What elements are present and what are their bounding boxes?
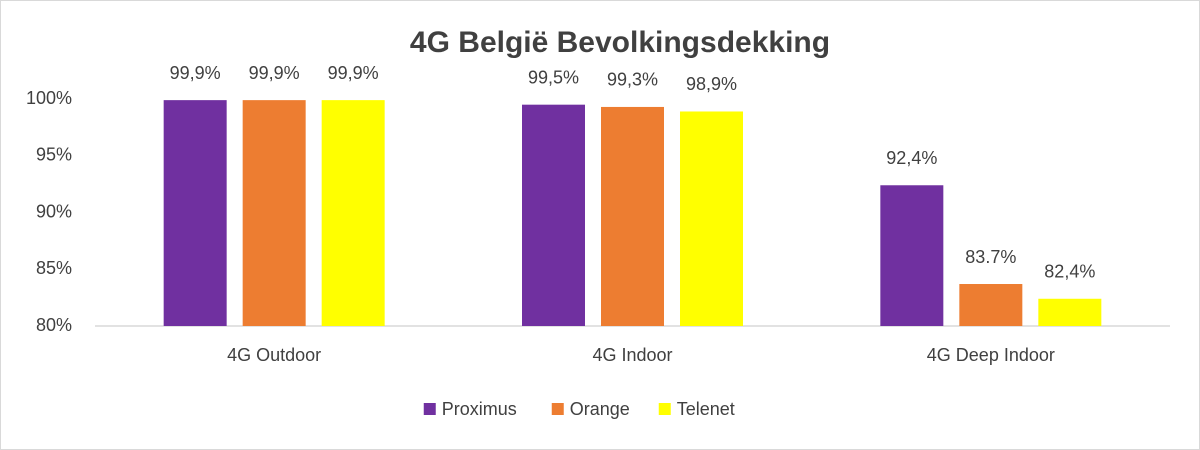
- y-tick-label: 90%: [36, 201, 72, 221]
- bar: [522, 104, 585, 326]
- data-label: 99,3%: [607, 70, 658, 90]
- data-label: 99,5%: [528, 67, 579, 87]
- data-label: 99,9%: [328, 63, 379, 83]
- x-tick-label: 4G Deep Indoor: [927, 345, 1055, 365]
- data-label: 83.7%: [965, 247, 1016, 267]
- bar: [601, 106, 664, 326]
- y-tick-label: 95%: [36, 145, 72, 165]
- chart-title: 4G België Bevolkingsdekking: [410, 26, 830, 59]
- data-label: 92,4%: [886, 148, 937, 168]
- y-tick-label: 85%: [36, 258, 72, 278]
- legend-swatch: [551, 403, 564, 415]
- y-tick-label: 100%: [26, 88, 72, 108]
- legend-swatch: [658, 403, 671, 415]
- bar: [163, 100, 227, 326]
- data-label: 99,9%: [249, 63, 300, 83]
- legend-label: Proximus: [442, 399, 517, 419]
- legend-label: Orange: [570, 399, 630, 419]
- x-tick-label: 4G Indoor: [592, 345, 672, 365]
- y-tick-label: 80%: [36, 315, 72, 335]
- bar: [880, 185, 944, 326]
- x-tick-label: 4G Outdoor: [227, 345, 321, 365]
- bar: [321, 100, 385, 326]
- data-label: 82,4%: [1044, 262, 1095, 282]
- bar: [242, 100, 306, 326]
- legend-swatch: [423, 403, 436, 415]
- data-label: 99,9%: [170, 63, 221, 83]
- data-label: 98,9%: [686, 74, 737, 94]
- bar: [959, 284, 1023, 326]
- bar: [680, 111, 743, 326]
- bar: [1038, 298, 1102, 326]
- legend-label: Telenet: [677, 399, 735, 419]
